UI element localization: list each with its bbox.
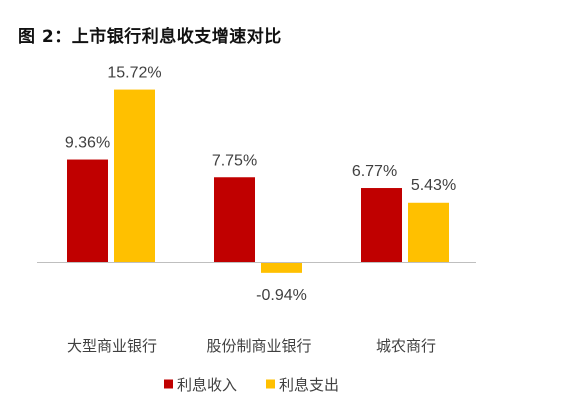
category-label-0: 大型商业银行 (67, 337, 157, 355)
legend-swatch-1 (266, 379, 275, 389)
value-label-interest-income-2: 6.77% (352, 163, 397, 180)
bar-interest-expense-2 (408, 202, 449, 263)
category-labels-layer: 大型商业银行 股份制商业银行 城农商行 (67, 337, 436, 355)
bar-interest-income-1 (214, 177, 255, 263)
value-labels-layer: 9.36% 7.75% 6.77% 15.72% -0.94% 5.43% (65, 65, 456, 304)
category-label-2: 城农商行 (376, 337, 436, 355)
value-label-interest-income-1: 7.75% (212, 152, 257, 169)
chart-title: 图 2：上市银行利息收支增速对比 (18, 27, 282, 47)
value-label-interest-income-0: 9.36% (65, 135, 110, 152)
legend-swatch-0 (164, 379, 173, 389)
bar-interest-income-0 (67, 159, 108, 263)
legend: 利息收入 利息支出 (164, 376, 339, 394)
legend-item-interest-expense: 利息支出 (266, 376, 339, 394)
value-label-interest-expense-2: 5.43% (411, 177, 456, 194)
legend-label-1: 利息支出 (279, 376, 339, 394)
bars-layer (67, 89, 449, 273)
bar-interest-income-2 (361, 188, 402, 263)
legend-item-interest-income: 利息收入 (164, 376, 237, 394)
bar-interest-expense-1 (261, 262, 302, 273)
value-label-interest-expense-1: -0.94% (256, 287, 307, 304)
category-label-1: 股份制商业银行 (206, 337, 311, 355)
value-label-interest-expense-0: 15.72% (107, 65, 161, 82)
bar-interest-expense-0 (114, 89, 155, 263)
legend-label-0: 利息收入 (177, 376, 237, 394)
